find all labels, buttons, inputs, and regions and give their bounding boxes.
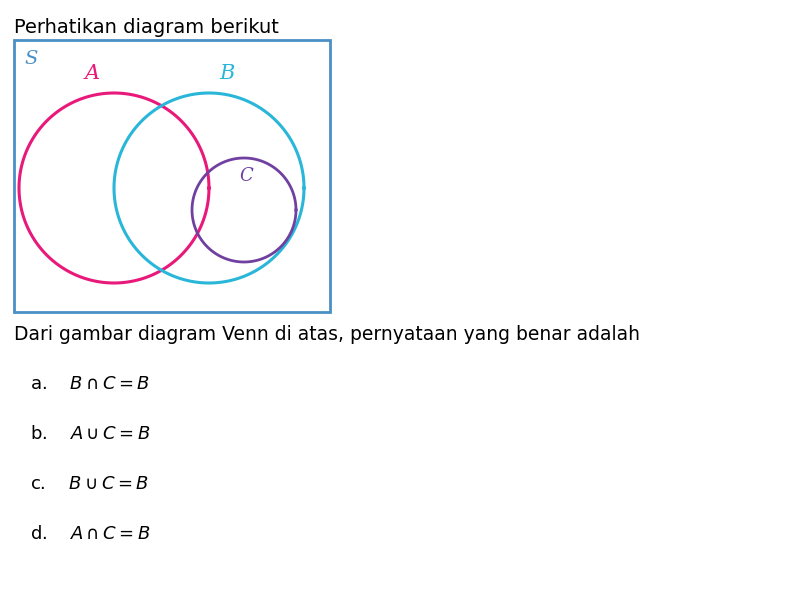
Text: Dari gambar diagram Venn di atas, pernyataan yang benar adalah: Dari gambar diagram Venn di atas, pernya…: [14, 325, 640, 344]
Text: b.    $A \cup C = B$: b. $A \cup C = B$: [30, 425, 150, 443]
Text: S: S: [24, 50, 37, 68]
Text: B: B: [220, 64, 235, 83]
Text: c.    $B \cup C = B$: c. $B \cup C = B$: [30, 475, 149, 493]
Text: C: C: [239, 167, 253, 185]
Text: Perhatikan diagram berikut: Perhatikan diagram berikut: [14, 18, 279, 37]
Text: d.    $A \cap C = B$: d. $A \cap C = B$: [30, 525, 150, 543]
Text: A: A: [85, 64, 100, 83]
Text: a.    $B \cap C = B$: a. $B \cap C = B$: [30, 375, 150, 393]
Bar: [14, 40, 330, 312]
